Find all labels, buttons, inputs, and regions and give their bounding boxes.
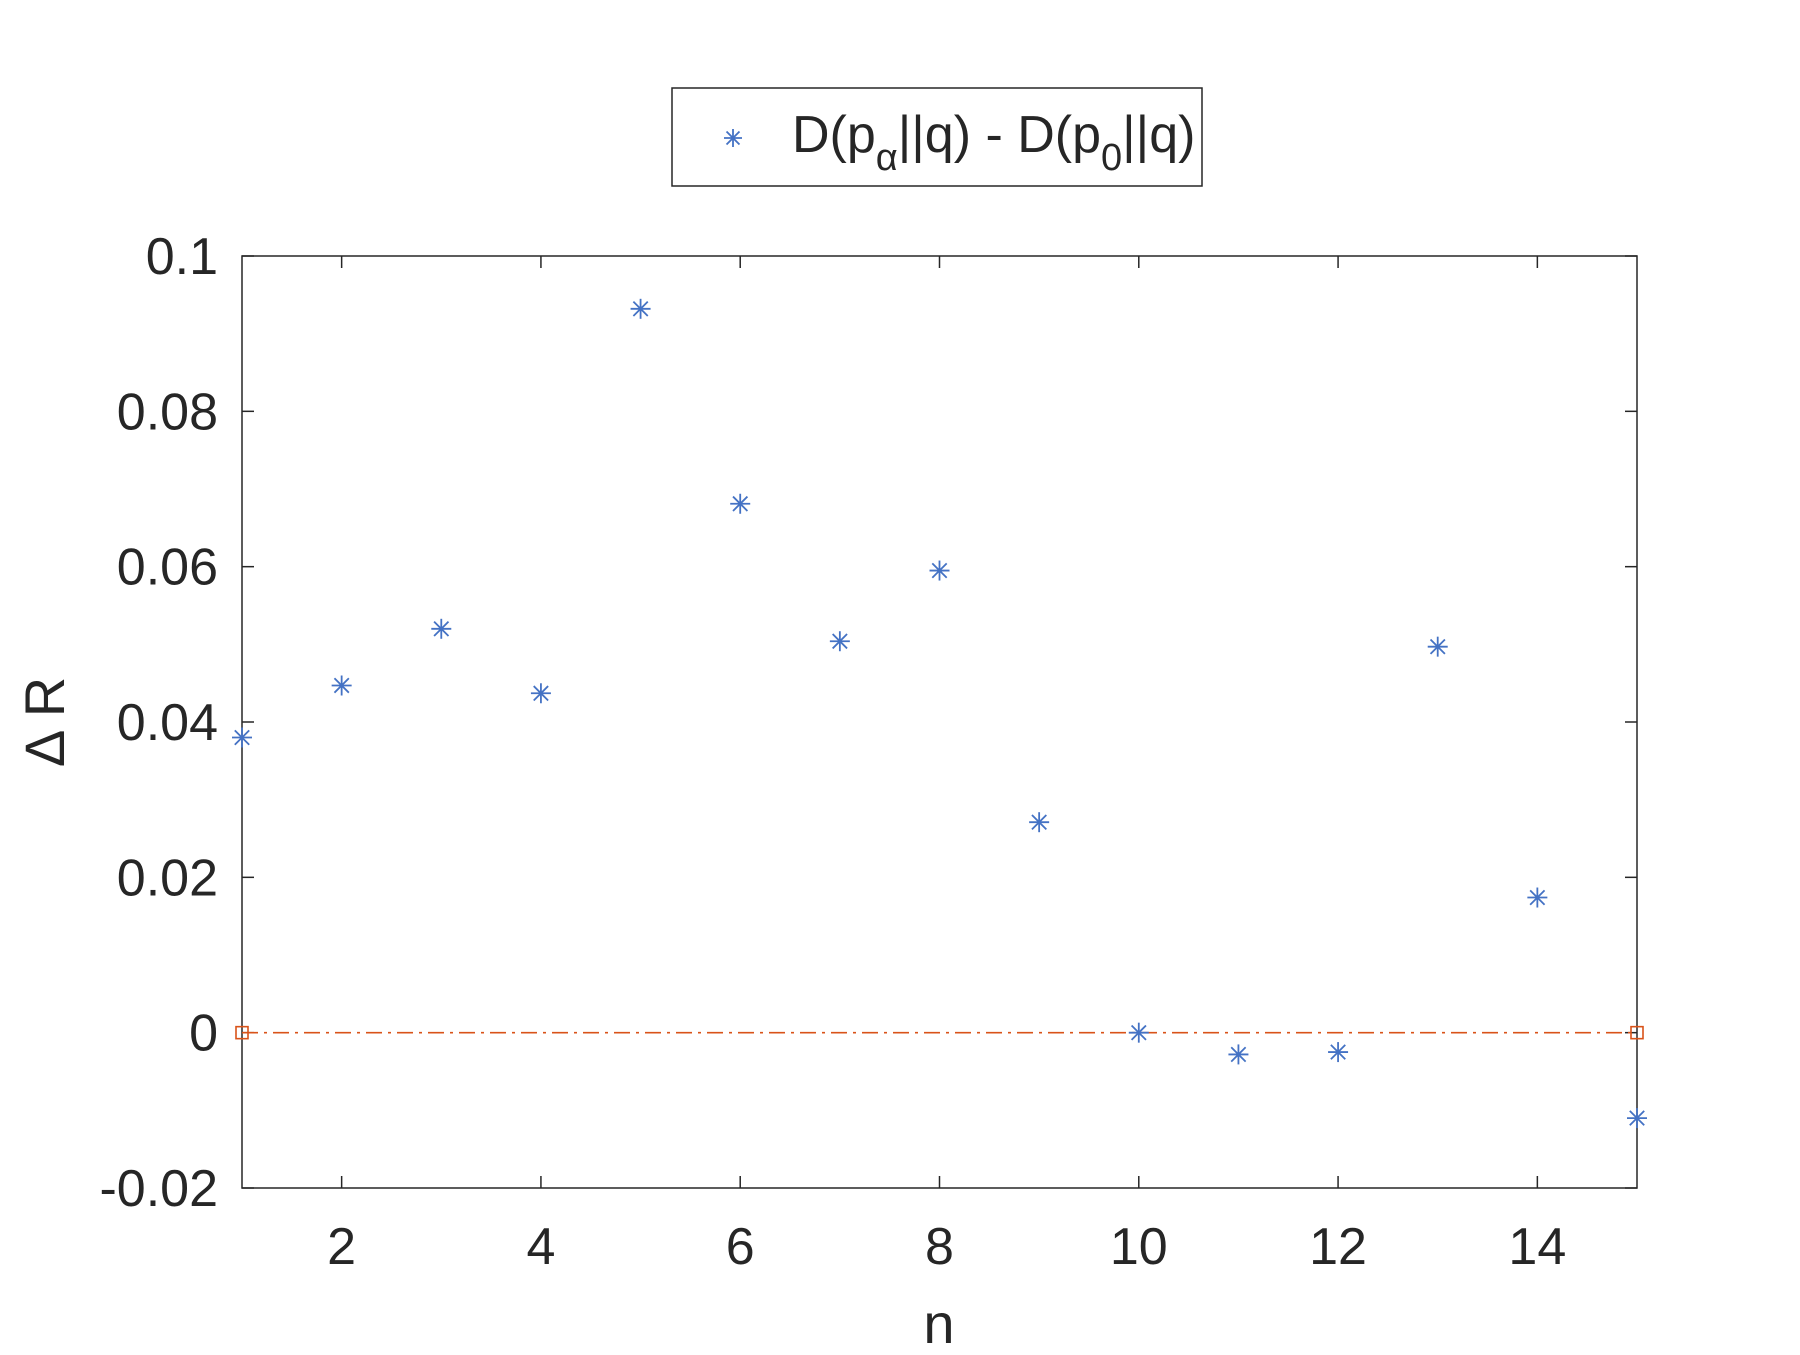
legend-box bbox=[671, 87, 1203, 187]
data-point bbox=[530, 683, 551, 704]
data-point bbox=[1228, 1044, 1249, 1065]
y-tick-label: 0.08 bbox=[117, 383, 218, 441]
data-point bbox=[331, 675, 352, 696]
data-point bbox=[730, 493, 751, 514]
x-tick-label: 6 bbox=[726, 1218, 755, 1276]
axis-tick-labels: 2 4 6 8 10 12 14 -0.02 0 0.02 0.04 0.06 0.08 0.1 bbox=[99, 228, 1566, 1276]
data-point bbox=[431, 618, 452, 639]
data-point bbox=[630, 298, 651, 319]
y-axis-label: Δ R bbox=[13, 677, 76, 767]
x-tick-label: 8 bbox=[925, 1218, 954, 1276]
zero-reference-line bbox=[235, 1025, 1644, 1040]
legend: D(pα||q) - D(p0||q) bbox=[671, 87, 1203, 187]
y-tick-label: 0.04 bbox=[117, 694, 218, 752]
data-point bbox=[1427, 636, 1448, 657]
y-tick-label: 0.02 bbox=[117, 849, 218, 907]
legend-marker-asterisk bbox=[724, 129, 742, 147]
legend-entry-label: D(pα||q) - D(p0||q) bbox=[792, 106, 1195, 179]
legend-asterisk-icon bbox=[724, 129, 742, 147]
y-tick-label: -0.02 bbox=[99, 1160, 218, 1218]
x-tick-label: 2 bbox=[327, 1218, 356, 1276]
data-point bbox=[1128, 1022, 1149, 1043]
x-tick-label: 12 bbox=[1309, 1218, 1367, 1276]
reference-marker-square bbox=[1630, 1025, 1644, 1040]
axis-ticks bbox=[242, 255, 1637, 1189]
data-point bbox=[232, 727, 252, 748]
x-tick-label: 10 bbox=[1110, 1218, 1168, 1276]
data-point bbox=[1328, 1042, 1349, 1063]
data-point bbox=[929, 560, 950, 581]
y-tick-label: 0 bbox=[189, 1005, 218, 1063]
data-point bbox=[1029, 812, 1050, 833]
data-points bbox=[232, 298, 1647, 1129]
data-point bbox=[1627, 1108, 1647, 1129]
y-tick-label: 0.1 bbox=[146, 228, 218, 286]
x-axis-label: n bbox=[923, 1292, 954, 1350]
y-tick-label: 0.06 bbox=[117, 539, 218, 597]
data-point bbox=[829, 631, 850, 652]
x-tick-label: 14 bbox=[1508, 1218, 1566, 1276]
data-point bbox=[1527, 887, 1548, 908]
x-tick-label: 4 bbox=[526, 1218, 555, 1276]
plot-area bbox=[241, 255, 1638, 1189]
reference-marker-square bbox=[235, 1025, 249, 1040]
